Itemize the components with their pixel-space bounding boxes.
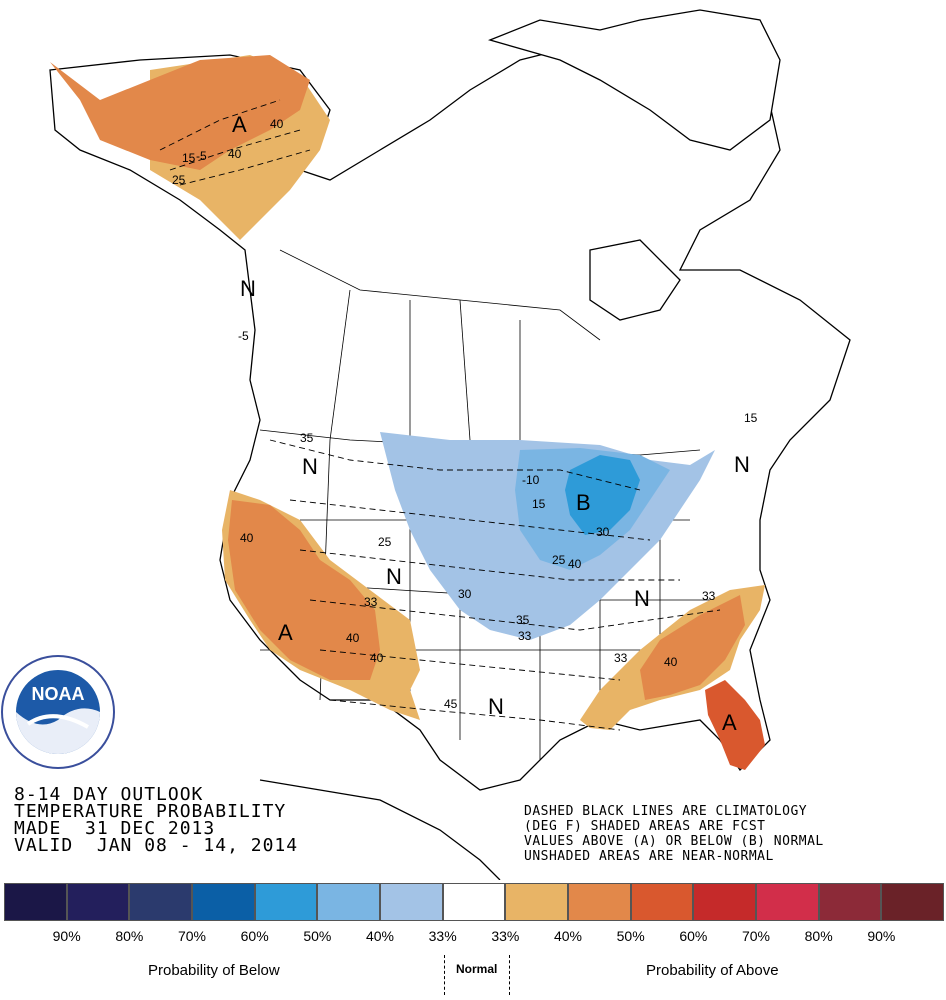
contour-value: 40 bbox=[240, 531, 254, 545]
legend-notes: DASHED BLACK LINES ARE CLIMATOLOGY (DEG F… bbox=[524, 804, 824, 864]
contour-value: 15 bbox=[744, 411, 758, 425]
colorbar-swatch bbox=[881, 883, 945, 921]
label-mid-atlantic-N: N bbox=[634, 586, 650, 611]
climatology-contours bbox=[159, 99, 721, 731]
note-line4: UNSHADED AREAS ARE NEAR-NORMAL bbox=[524, 849, 774, 864]
colorbar-tick-label: 80% bbox=[804, 928, 833, 944]
alaska-above-50 bbox=[50, 55, 310, 170]
colorbar-swatch bbox=[630, 883, 694, 921]
note-line2: (DEG F) SHADED AREAS ARE FCST bbox=[524, 819, 766, 834]
colorbar-swatch bbox=[818, 883, 882, 921]
colorbar-tick-label: 80% bbox=[115, 928, 144, 944]
colorbar-swatch bbox=[254, 883, 318, 921]
contour-value: 30 bbox=[458, 587, 472, 601]
contour-value: 15 bbox=[532, 497, 546, 511]
contour-value: 30 bbox=[596, 525, 610, 539]
contour-value: -5 bbox=[196, 149, 207, 163]
colorbar-swatch bbox=[192, 883, 255, 921]
colorbar-swatch bbox=[4, 883, 67, 921]
label-sw-A: A bbox=[278, 620, 293, 645]
contour-value: 33 bbox=[364, 595, 378, 609]
contour-value: 33 bbox=[702, 589, 716, 603]
colorbar-tick-label: 60% bbox=[240, 928, 269, 944]
colorbar-swatch bbox=[317, 883, 381, 921]
colorbar-swatch bbox=[568, 883, 631, 921]
contour-value: 35 bbox=[300, 431, 314, 445]
contour-value: 25 bbox=[378, 535, 392, 549]
map-labels: A N N N A B N N N A 40 -5 15 40 25 35 25… bbox=[172, 112, 758, 735]
label-greatlakes-B: B bbox=[576, 490, 591, 515]
label-nw-N: N bbox=[302, 454, 318, 479]
colorbar-tick-label: 33% bbox=[428, 928, 457, 944]
colorbar-tick-label: 40% bbox=[365, 928, 395, 944]
colorbar-tick-label: 60% bbox=[679, 928, 708, 944]
noaa-logo-text: NOAA bbox=[32, 684, 85, 704]
contour-value: 25 bbox=[552, 553, 566, 567]
colorbar-swatch bbox=[442, 883, 506, 921]
colorbar-tick-label: 90% bbox=[867, 928, 896, 944]
contour-value: 40 bbox=[228, 147, 242, 161]
colorbar-swatch bbox=[129, 883, 193, 921]
title-line2: TEMPERATURE PROBABILITY bbox=[14, 801, 287, 822]
west-above-50 bbox=[228, 500, 380, 680]
above-legend-title: Probability of Above bbox=[646, 962, 779, 979]
label-bc-N: N bbox=[240, 276, 256, 301]
southeast-above-50 bbox=[640, 595, 745, 700]
contour-value: 40 bbox=[568, 557, 582, 571]
contour-value: 33 bbox=[518, 629, 532, 643]
contour-value: 40 bbox=[370, 651, 384, 665]
contour-value: 15 bbox=[182, 151, 196, 165]
contour-value: 33 bbox=[614, 651, 628, 665]
label-rockies-N: N bbox=[386, 564, 402, 589]
label-alaska-A: A bbox=[232, 112, 247, 137]
colorbar-tick-label: 90% bbox=[52, 928, 81, 944]
note-line1: DASHED BLACK LINES ARE CLIMATOLOGY bbox=[524, 804, 808, 819]
colorbar-swatch bbox=[66, 883, 130, 921]
temperature-outlook-map: A N N N A B N N N A 40 -5 15 40 25 35 25… bbox=[1, 9, 851, 880]
title-line3: MADE 31 DEC 2013 bbox=[14, 818, 216, 839]
contour-value: 40 bbox=[346, 631, 360, 645]
contour-value: 25 bbox=[172, 173, 186, 187]
contour-value: 35 bbox=[516, 613, 530, 627]
contour-value: -5 bbox=[238, 329, 249, 343]
colorbar-swatch bbox=[505, 883, 569, 921]
contour-value: 45 bbox=[444, 697, 458, 711]
label-florida-A: A bbox=[722, 710, 737, 735]
outlook-title: 8-14 DAY OUTLOOK TEMPERATURE PROBABILITY M… bbox=[14, 784, 299, 856]
below-legend-title: Probability of Below bbox=[148, 962, 280, 979]
noaa-logo: NOAA bbox=[1, 655, 115, 769]
shaded-areas bbox=[50, 55, 765, 770]
contour-value: 40 bbox=[270, 117, 284, 131]
florida-above-60 bbox=[705, 680, 765, 770]
colorbar-tick-label: 70% bbox=[177, 928, 207, 944]
greatlakes-below-60 bbox=[565, 455, 640, 535]
label-ne-N: N bbox=[734, 452, 750, 477]
contour-value: 40 bbox=[664, 655, 678, 669]
colorbar-swatch bbox=[756, 883, 819, 921]
normal-legend-title: Normal bbox=[456, 962, 498, 976]
colorbar-tick-label: 50% bbox=[303, 928, 332, 944]
title-line4: VALID JAN 08 - 14, 2014 bbox=[14, 835, 299, 856]
colorbar-tick-label: 70% bbox=[741, 928, 771, 944]
colorbar-swatch bbox=[693, 883, 757, 921]
colorbar-tick-label: 33% bbox=[491, 928, 520, 944]
title-line1: 8-14 DAY OUTLOOK bbox=[14, 784, 204, 805]
normal-legend-box bbox=[444, 955, 510, 995]
probability-colorbar bbox=[4, 883, 945, 923]
note-line3: VALUES ABOVE (A) OR BELOW (B) NORMAL bbox=[524, 834, 824, 849]
colorbar-tick-label: 40% bbox=[553, 928, 583, 944]
contour-value: -10 bbox=[522, 473, 540, 487]
colorbar-tick-label: 50% bbox=[616, 928, 645, 944]
colorbar-swatch bbox=[380, 883, 443, 921]
colorbar-ticks: 90% 80% 70% 60% 50% 40% 33% 33% 40% 50% 60% 70% 80% 9… bbox=[0, 928, 946, 948]
label-texas-N: N bbox=[488, 694, 504, 719]
